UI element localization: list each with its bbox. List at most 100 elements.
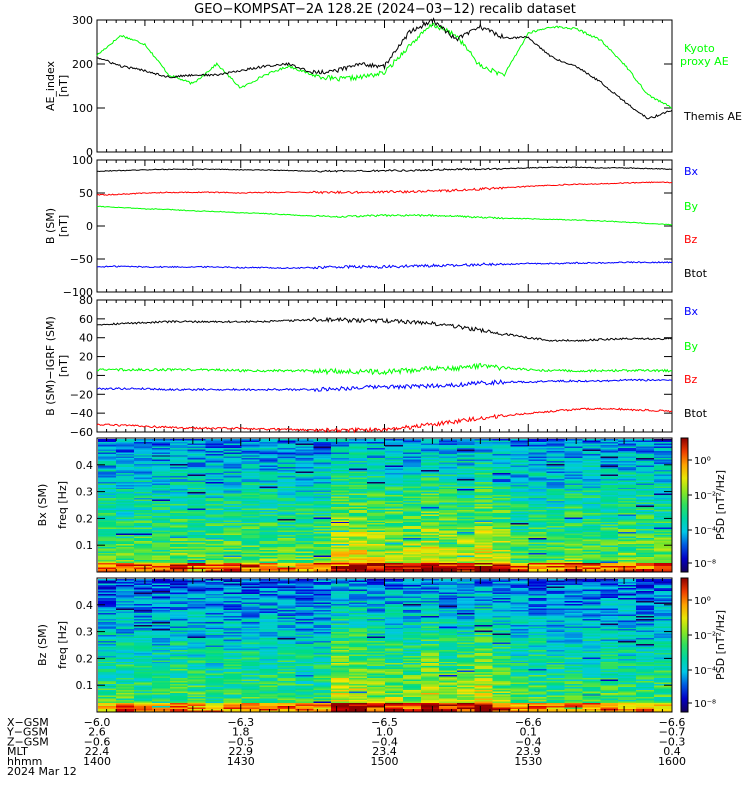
legend-bx: Bx: [684, 305, 699, 318]
series-by-line: [96, 362, 673, 376]
series-bx-line: [96, 378, 673, 393]
bx-spectrogram: [98, 439, 672, 572]
series-by-line: [96, 205, 672, 226]
panel-frame-5: [96, 577, 673, 713]
colorbar-tick-label: 10⁻⁴: [694, 526, 716, 537]
ephemeris-value: 22.9: [229, 745, 254, 758]
y-tick-label: 60: [79, 313, 93, 326]
y-axis-unit: freq [Hz]: [56, 621, 69, 669]
y-tick-label: 200: [72, 58, 93, 71]
ephemeris-value: −0.6: [84, 735, 111, 748]
colorbar-label: PSD [nT²/Hz]: [714, 470, 727, 540]
ephemeris-value: −6.3: [227, 716, 254, 729]
ephemeris-value: −6.6: [515, 716, 542, 729]
legend-proxy-ae: proxy AE: [680, 55, 729, 68]
colorbar-label: PSD [nT²/Hz]: [714, 610, 727, 680]
y-tick-label: 0.4: [76, 459, 94, 472]
y-axis-label: B (SM): [44, 208, 57, 244]
y-tick-label: 0.3: [76, 626, 94, 639]
series-kyoto-proxy-ae-line: [96, 22, 672, 109]
ephemeris-label: hhmm: [7, 755, 42, 768]
ephemeris-value: 22.4: [85, 745, 110, 758]
y-tick-label: 0.2: [76, 652, 94, 665]
ephemeris-label: X−GSM: [7, 716, 49, 729]
ephemeris-value: −6.6: [659, 716, 686, 729]
colorbar: [680, 437, 689, 573]
legend-btot: Btot: [684, 407, 708, 420]
panel-frame-2: [96, 159, 673, 293]
y-tick-label: 0.1: [76, 679, 94, 692]
y-tick-label: −100: [63, 286, 93, 299]
y-tick-label: 0.4: [76, 599, 94, 612]
colorbar: [680, 577, 689, 713]
series-themis-ae-line: [96, 17, 673, 120]
y-tick-label: 100: [72, 154, 93, 167]
ephemeris-value: −0.7: [659, 726, 686, 739]
colorbar-tick-label: 10⁻²: [694, 631, 716, 642]
y-axis-label: Bz (SM): [36, 624, 49, 666]
y-tick-label: 0: [86, 220, 93, 233]
y-tick-label: −20: [70, 388, 93, 401]
y-tick-label: −50: [70, 253, 93, 266]
ephemeris-value: −0.3: [659, 735, 686, 748]
panel-frame-1: [96, 19, 673, 153]
panel-frame-3: [96, 299, 673, 433]
y-axis-label: Bx (SM): [36, 484, 49, 527]
ephemeris-value: 1600: [658, 755, 686, 768]
ephemeris-value: 2.6: [88, 726, 106, 739]
bz-spectrogram: [98, 579, 672, 712]
legend-btot: Btot: [684, 267, 708, 280]
ephemeris-value: 0.4: [663, 745, 681, 758]
ephemeris-value: −0.5: [227, 735, 254, 748]
series-btot-line: [96, 166, 672, 173]
y-tick-label: 80: [79, 294, 93, 307]
series-bx-line: [96, 261, 673, 270]
ephemeris-value: 1430: [227, 755, 255, 768]
ephemeris-value: −0.4: [515, 735, 542, 748]
colorbar-tick-label: 10⁻⁸: [694, 559, 716, 570]
colorbar-tick-label: 10⁰: [694, 596, 711, 607]
ephemeris-label: Y−GSM: [6, 726, 48, 739]
colorbar-tick-label: 10⁰: [694, 456, 711, 467]
colorbar-tick-label: 10⁻⁸: [694, 699, 716, 710]
series-bz-line: [96, 181, 673, 196]
y-tick-label: −40: [70, 407, 93, 420]
panel-frame-4: [96, 437, 673, 573]
y-axis-unit: [nT]: [57, 215, 70, 237]
series-bz-line: [96, 407, 673, 434]
ephemeris-value: 1.8: [232, 726, 250, 739]
legend-bx: Bx: [684, 165, 699, 178]
y-tick-label: 0: [86, 146, 93, 159]
legend-by: By: [684, 200, 699, 213]
y-tick-label: 0: [86, 369, 93, 382]
ephemeris-label: MLT: [7, 745, 28, 758]
y-tick-label: 50: [79, 187, 93, 200]
ephemeris-value: 1530: [514, 755, 542, 768]
y-tick-label: 0.2: [76, 512, 94, 525]
ephemeris-value: 23.9: [516, 745, 541, 758]
ephemeris-value: 1.0: [376, 726, 394, 739]
y-tick-label: −60: [70, 426, 93, 439]
legend-kyoto: Kyoto: [684, 42, 715, 55]
legend-bz: Bz: [684, 373, 698, 386]
legend-bz: Bz: [684, 233, 698, 246]
y-axis-unit: [nT]: [57, 75, 70, 97]
legend-by: By: [684, 340, 699, 353]
ephemeris-label: Z−GSM: [7, 735, 49, 748]
y-tick-label: 40: [79, 332, 93, 345]
ephemeris-value: 1500: [371, 755, 399, 768]
ephemeris-value: −0.4: [371, 735, 398, 748]
y-axis-unit: freq [Hz]: [56, 481, 69, 529]
legend-themis-ae: Themis AE: [683, 110, 742, 123]
ephemeris-value: −6.0: [84, 716, 111, 729]
y-tick-label: 20: [79, 351, 93, 364]
y-tick-label: 100: [72, 102, 93, 115]
y-tick-label: 300: [72, 14, 93, 27]
colorbar-tick-label: 10⁻⁴: [694, 666, 716, 677]
ephemeris-value: 0.1: [520, 726, 538, 739]
ephemeris-value: 1400: [83, 755, 111, 768]
y-axis-label: B (SM)−IGRF (SM): [44, 316, 57, 416]
y-axis-unit: [nT]: [57, 355, 70, 377]
